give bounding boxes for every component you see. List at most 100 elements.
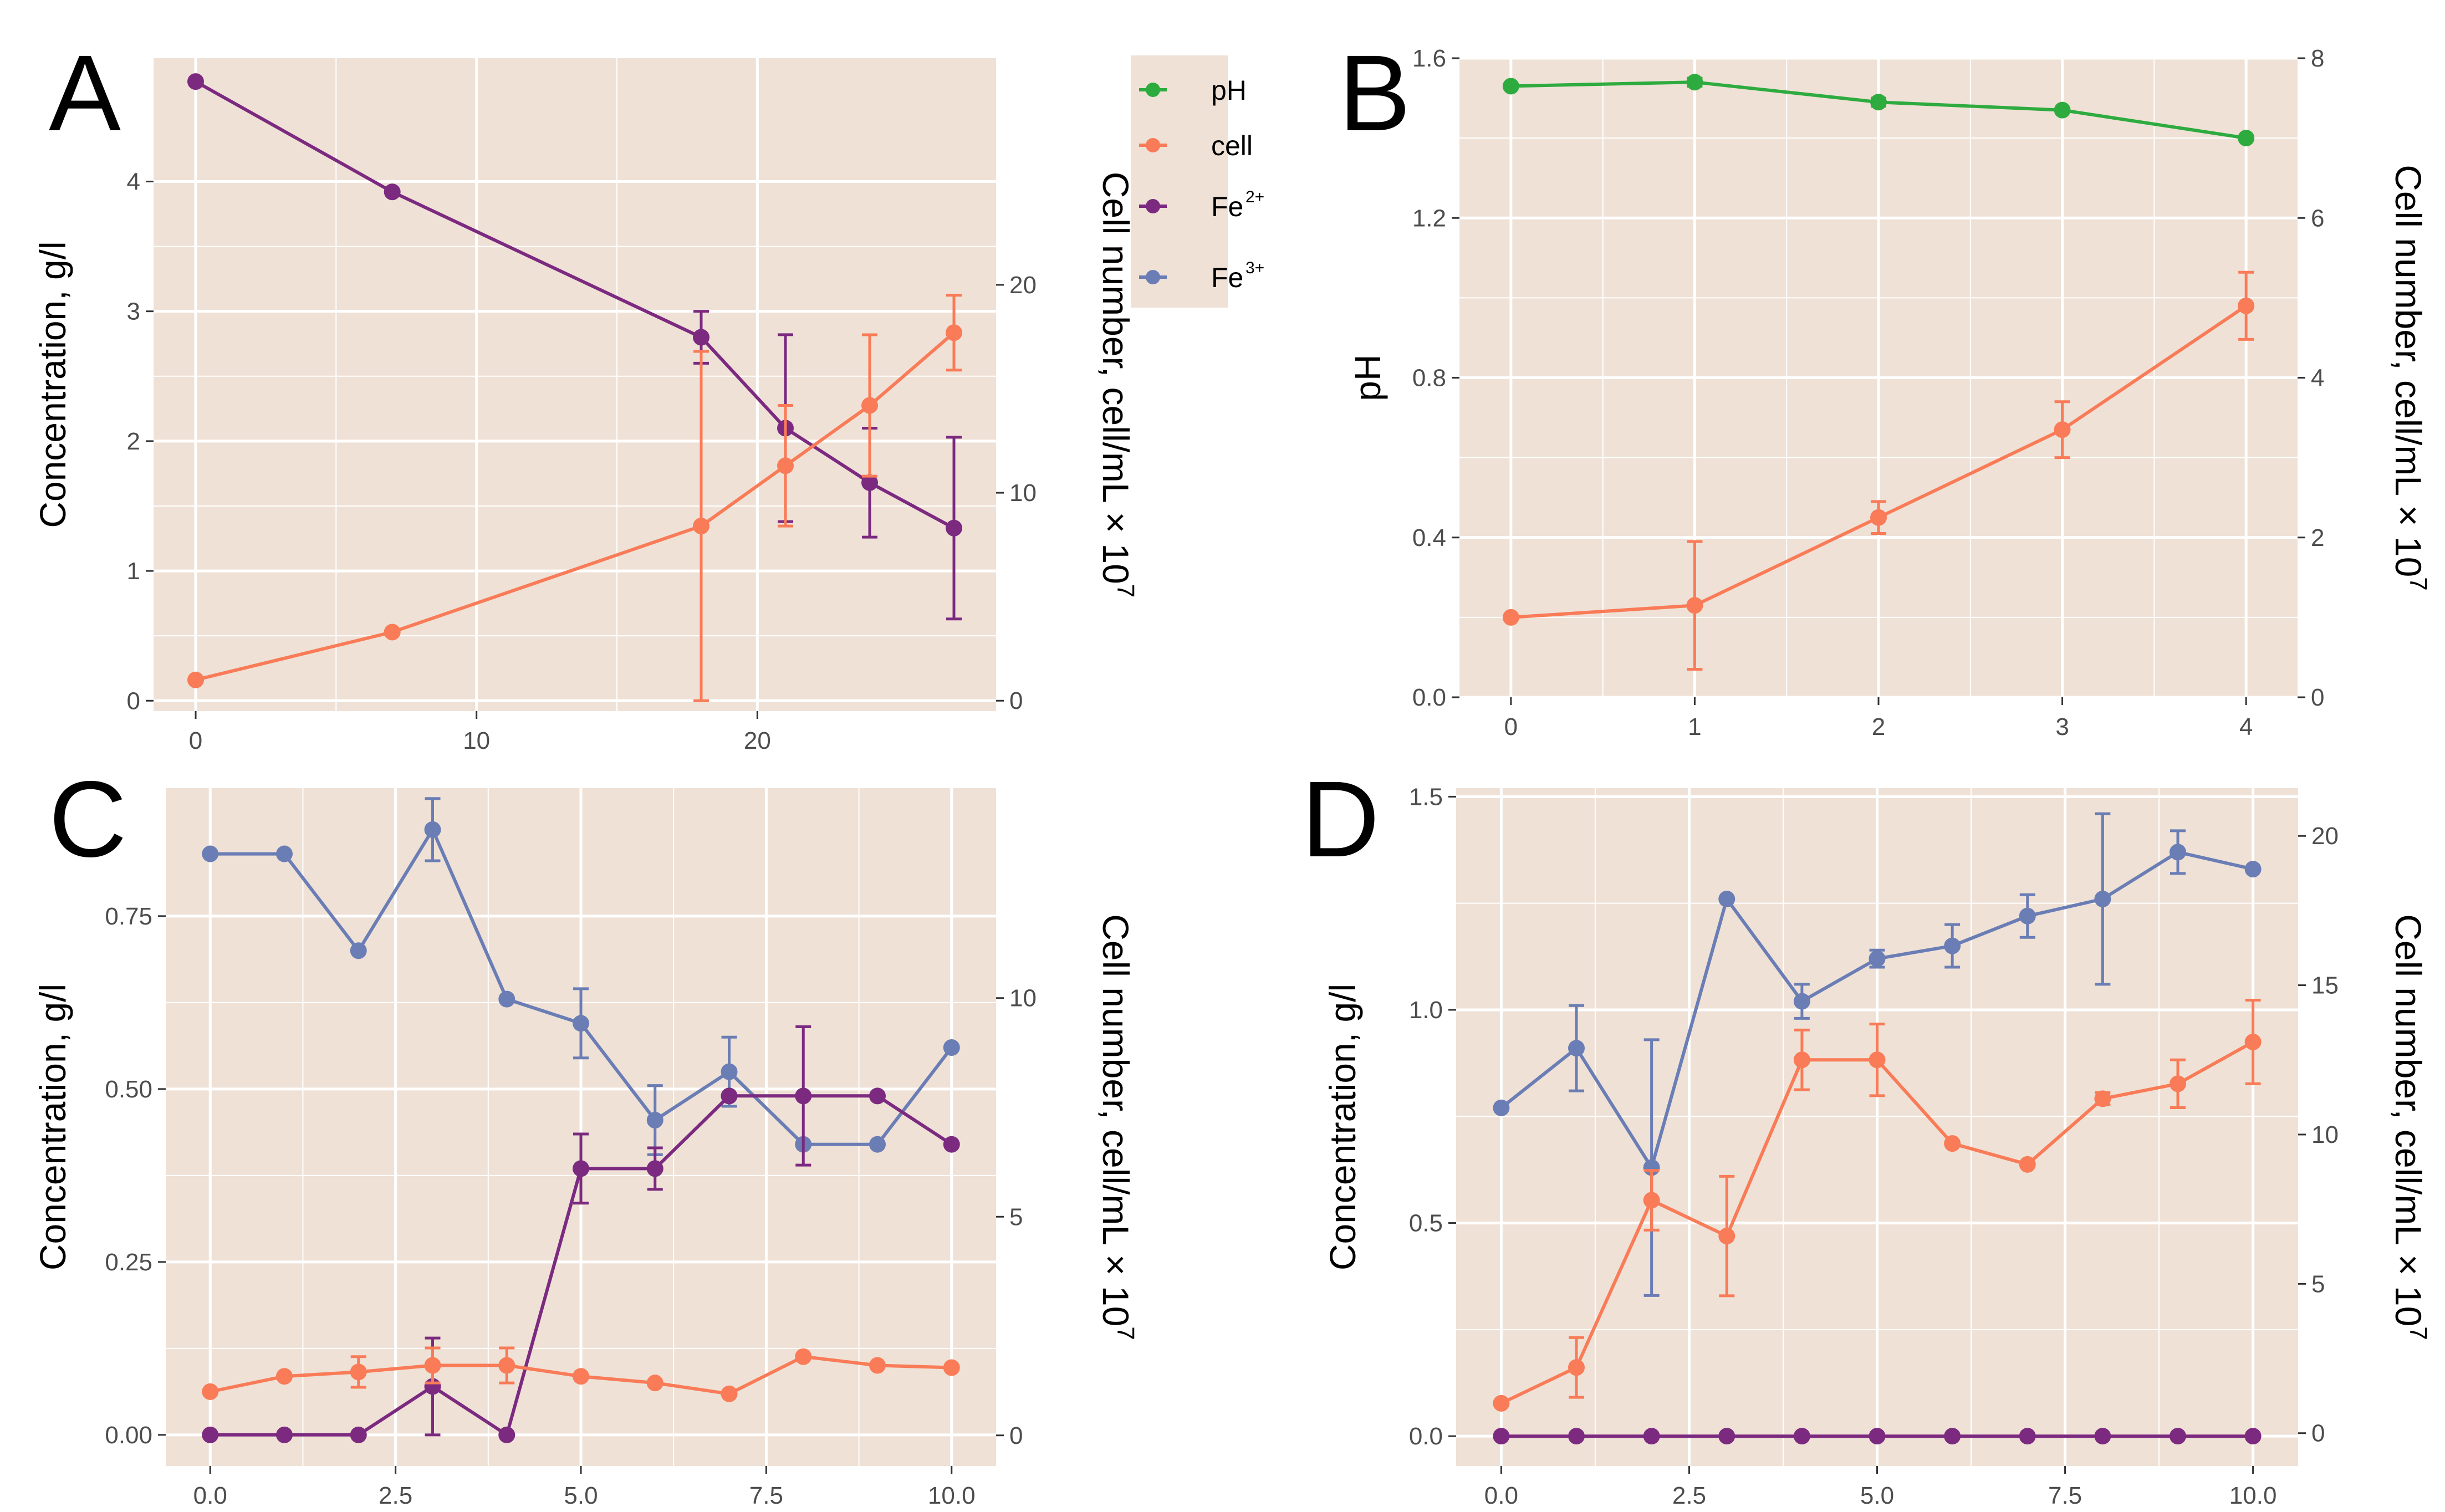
data-point-cell-d — [2019, 1156, 2036, 1173]
data-point-fe3-c — [276, 845, 293, 862]
data-point-fe3-c — [202, 845, 219, 862]
y2-tick-label-a: 20 — [1009, 272, 1037, 299]
data-point-cell-b — [1502, 609, 1519, 626]
data-point-fe2-c — [869, 1087, 886, 1105]
data-point-fe3-d — [1944, 937, 1961, 954]
x-tick-label-b: 2 — [1872, 713, 1885, 740]
data-point-fe3-c — [869, 1136, 886, 1153]
y-axis-label-a: Concentration, g/l — [32, 241, 73, 528]
panel-letter-d: D — [1301, 759, 1380, 880]
data-point-cell-b — [2238, 297, 2255, 314]
data-point-fe3-c — [424, 821, 441, 838]
x-tick-label-c: 7.5 — [749, 1482, 783, 1509]
y-axis-label-c: Concentration, g/l — [32, 984, 73, 1270]
data-point-cell-c — [202, 1383, 219, 1400]
y2-tick-label-d: 15 — [2311, 972, 2339, 999]
x-tick-label-c: 0.0 — [193, 1482, 227, 1509]
data-point-fe2-d — [2094, 1428, 2111, 1445]
data-point-fe3-c — [721, 1063, 738, 1080]
series-cell-d — [1493, 999, 2262, 1412]
legend-label-fe3: Fe — [1211, 262, 1243, 293]
data-point-fe2-a — [187, 73, 204, 90]
y-tick-label-a: 1 — [127, 558, 140, 585]
legend-item-cell: cell — [1139, 130, 1253, 161]
y2-axis-label-exponent-a: 7 — [1112, 584, 1139, 597]
y2-axis-label-exponent-d: 7 — [2405, 1326, 2432, 1340]
data-point-ph-b — [1686, 74, 1703, 91]
data-point-cell-c — [795, 1348, 812, 1365]
data-point-cell-d — [1793, 1051, 1810, 1069]
data-point-fe2-a — [946, 519, 962, 537]
y-tick-label-c: 0.75 — [105, 903, 152, 930]
series-line-cell-a — [195, 331, 955, 682]
legend-marker-ph — [1146, 83, 1160, 97]
y2-axis-label-d: Cell number, cell/mL × 107 — [2388, 914, 2432, 1340]
panel-letter-a: A — [49, 33, 121, 154]
x-tick-label-c: 2.5 — [379, 1482, 412, 1509]
data-point-cell-c — [943, 1359, 960, 1376]
y2-tick-label-b: 4 — [2311, 365, 2324, 392]
series-cell-b — [1502, 270, 2255, 671]
data-point-fe3-d — [1793, 993, 1810, 1010]
data-point-fe2-c — [646, 1160, 663, 1177]
data-point-cell-b — [1686, 597, 1703, 614]
data-point-cell-b — [2054, 421, 2071, 438]
data-point-cell-d — [1568, 1359, 1585, 1376]
data-point-ph-b — [1502, 78, 1519, 95]
chart-panel-b: 0 1 2 3 4 0.0 0.4 0.8 1.2 1.6 0 2 4 6 8 pH Cell number, … — [1347, 45, 2432, 740]
y2-axis-label-text-b: Cell number, cell/mL × 10 — [2388, 165, 2429, 577]
data-point-fe3-c — [350, 942, 367, 959]
data-point-fe2-c — [276, 1426, 293, 1443]
data-point-fe3-d — [2244, 861, 2262, 878]
legend-sup-fe2: 2+ — [1246, 188, 1264, 206]
y-tick-label-b: 0.0 — [1412, 684, 1446, 711]
data-point-cell-d — [1718, 1228, 1736, 1245]
y-axis-label-b: pH — [1347, 354, 1388, 401]
x-tick-label-c: 10.0 — [928, 1482, 976, 1509]
data-point-fe3-d — [2170, 844, 2186, 861]
data-point-fe2-d — [2019, 1428, 2036, 1445]
data-point-cell-a — [187, 671, 204, 688]
series-fe3-d — [1493, 812, 2262, 1297]
data-point-fe3-c — [573, 1015, 589, 1032]
data-point-cell-c — [498, 1357, 515, 1374]
y2-tick-label-d: 10 — [2311, 1121, 2339, 1148]
data-point-cell-a — [861, 397, 878, 414]
y-tick-label-b: 1.2 — [1412, 205, 1446, 232]
data-point-cell-c — [424, 1357, 441, 1374]
data-point-fe3-d — [1869, 950, 1886, 967]
x-tick-label-a: 20 — [744, 727, 771, 754]
data-point-fe3-d — [1493, 1099, 1510, 1116]
y-tick-label-d: 0.0 — [1409, 1423, 1443, 1450]
y-tick-label-c: 0.50 — [105, 1076, 152, 1103]
y-tick-label-a: 0 — [127, 687, 140, 714]
y2-axis-label-text-c: Cell number, cell/mL × 10 — [1095, 914, 1136, 1326]
x-tick-label-d: 2.5 — [1672, 1482, 1706, 1509]
series-cell-c — [202, 1346, 960, 1402]
x-tick-label-d: 5.0 — [1860, 1482, 1894, 1509]
y-tick-label-d: 0.5 — [1409, 1210, 1443, 1237]
data-point-fe2-c — [350, 1426, 367, 1443]
data-point-cell-d — [1869, 1051, 1886, 1069]
y-tick-label-a: 3 — [127, 298, 140, 325]
data-point-cell-a — [384, 624, 401, 641]
data-point-fe3-c — [498, 990, 515, 1008]
y2-tick-label-d: 20 — [2311, 823, 2339, 850]
data-point-fe2-d — [1643, 1428, 1660, 1445]
chart-panel-d: 0.0 2.5 5.0 7.5 10.0 0.0 0.5 1.0 1.5 0 5 10 15 20 Conc… — [1322, 783, 2432, 1509]
data-point-fe3-d — [1568, 1040, 1585, 1057]
x-tick-label-a: 0 — [189, 727, 202, 754]
plot-area-a — [154, 58, 996, 711]
series-line-fe2-a — [195, 80, 955, 530]
y2-axis-label-c: Cell number, cell/mL × 107 — [1095, 914, 1139, 1340]
y2-axis-label-exponent-c: 7 — [1112, 1326, 1139, 1340]
data-point-cell-a — [777, 457, 794, 474]
legend-label-fe2: Fe — [1211, 191, 1243, 222]
y-tick-label-d: 1.5 — [1409, 783, 1443, 810]
data-point-cell-d — [1944, 1135, 1961, 1152]
y-tick-label-a: 4 — [127, 168, 140, 195]
data-point-fe2-d — [1793, 1428, 1810, 1445]
data-point-ph-b — [2238, 130, 2255, 147]
y-axis-label-d: Concentration, g/l — [1322, 984, 1363, 1270]
